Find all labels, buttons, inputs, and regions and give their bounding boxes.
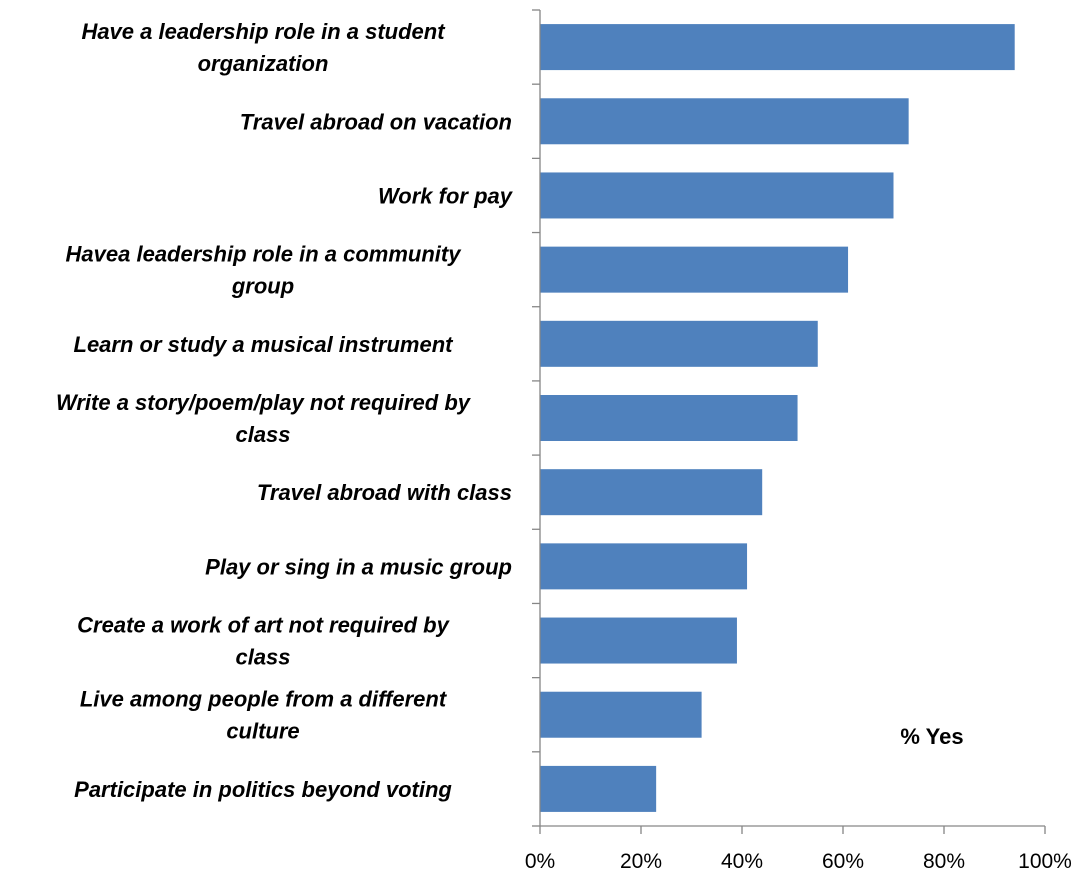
x-tick-labels: 0% 20% 40% 60% 80% 100% bbox=[525, 850, 1072, 873]
bar bbox=[540, 395, 798, 441]
category-label-line: Create a work of art not required by bbox=[77, 613, 450, 638]
x-tick-label: 100% bbox=[1018, 850, 1072, 873]
x-tick-label: 80% bbox=[923, 850, 965, 873]
category-label: Play or sing in a music group bbox=[205, 554, 512, 579]
category-label-line: Travel abroad with class bbox=[257, 480, 512, 505]
bar bbox=[540, 691, 702, 738]
category-label-line: Write a story/poem/play not required by bbox=[56, 390, 472, 415]
category-label-line: class bbox=[235, 645, 290, 670]
category-label: Write a story/poem/play not required by c… bbox=[56, 390, 472, 447]
yes-annotation: % Yes bbox=[900, 724, 963, 749]
category-label-line: culture bbox=[226, 719, 299, 744]
bar bbox=[540, 24, 1015, 71]
category-labels: Have a leadership role in a student organ… bbox=[56, 19, 514, 802]
bar bbox=[540, 765, 657, 812]
category-label: Travel abroad on vacation bbox=[240, 109, 512, 134]
category-label-line: Havea leadership role in a community bbox=[66, 242, 463, 267]
bars-layer bbox=[540, 24, 1015, 812]
bar bbox=[540, 246, 849, 293]
bar bbox=[540, 320, 818, 367]
category-label: Travel abroad with class bbox=[257, 480, 512, 505]
x-tick-label: 60% bbox=[822, 850, 864, 873]
category-label-line: class bbox=[235, 422, 290, 447]
category-label: Live among people from a different cultur… bbox=[80, 687, 448, 744]
category-label-line: Live among people from a different bbox=[80, 687, 448, 712]
category-label-line: Have a leadership role in a student bbox=[81, 19, 446, 44]
category-label-line: Work for pay bbox=[378, 183, 514, 208]
category-label: Create a work of art not required by clas… bbox=[77, 613, 450, 670]
bar bbox=[540, 98, 909, 145]
axis-layer bbox=[532, 9, 1046, 834]
category-label-line: organization bbox=[198, 51, 329, 76]
bar bbox=[540, 617, 737, 664]
bar bbox=[540, 469, 763, 516]
category-label-line: Learn or study a musical instrument bbox=[74, 332, 455, 357]
category-label: Participate in politics beyond voting bbox=[74, 777, 452, 802]
category-label-line: Play or sing in a music group bbox=[205, 554, 512, 579]
category-label-line: group bbox=[231, 274, 294, 299]
x-tick-label: 40% bbox=[721, 850, 763, 873]
category-label: Have a leadership role in a student organ… bbox=[81, 19, 446, 76]
bar bbox=[540, 543, 748, 590]
category-label-line: Travel abroad on vacation bbox=[240, 109, 512, 134]
category-label-line: Participate in politics beyond voting bbox=[74, 777, 452, 802]
category-label: Learn or study a musical instrument bbox=[74, 332, 455, 357]
category-label: Work for pay bbox=[378, 183, 514, 208]
x-tick-label: 0% bbox=[525, 850, 555, 873]
bar bbox=[540, 172, 894, 219]
x-tick-label: 20% bbox=[620, 850, 662, 873]
category-label: Havea leadership role in a community grou… bbox=[66, 242, 463, 299]
